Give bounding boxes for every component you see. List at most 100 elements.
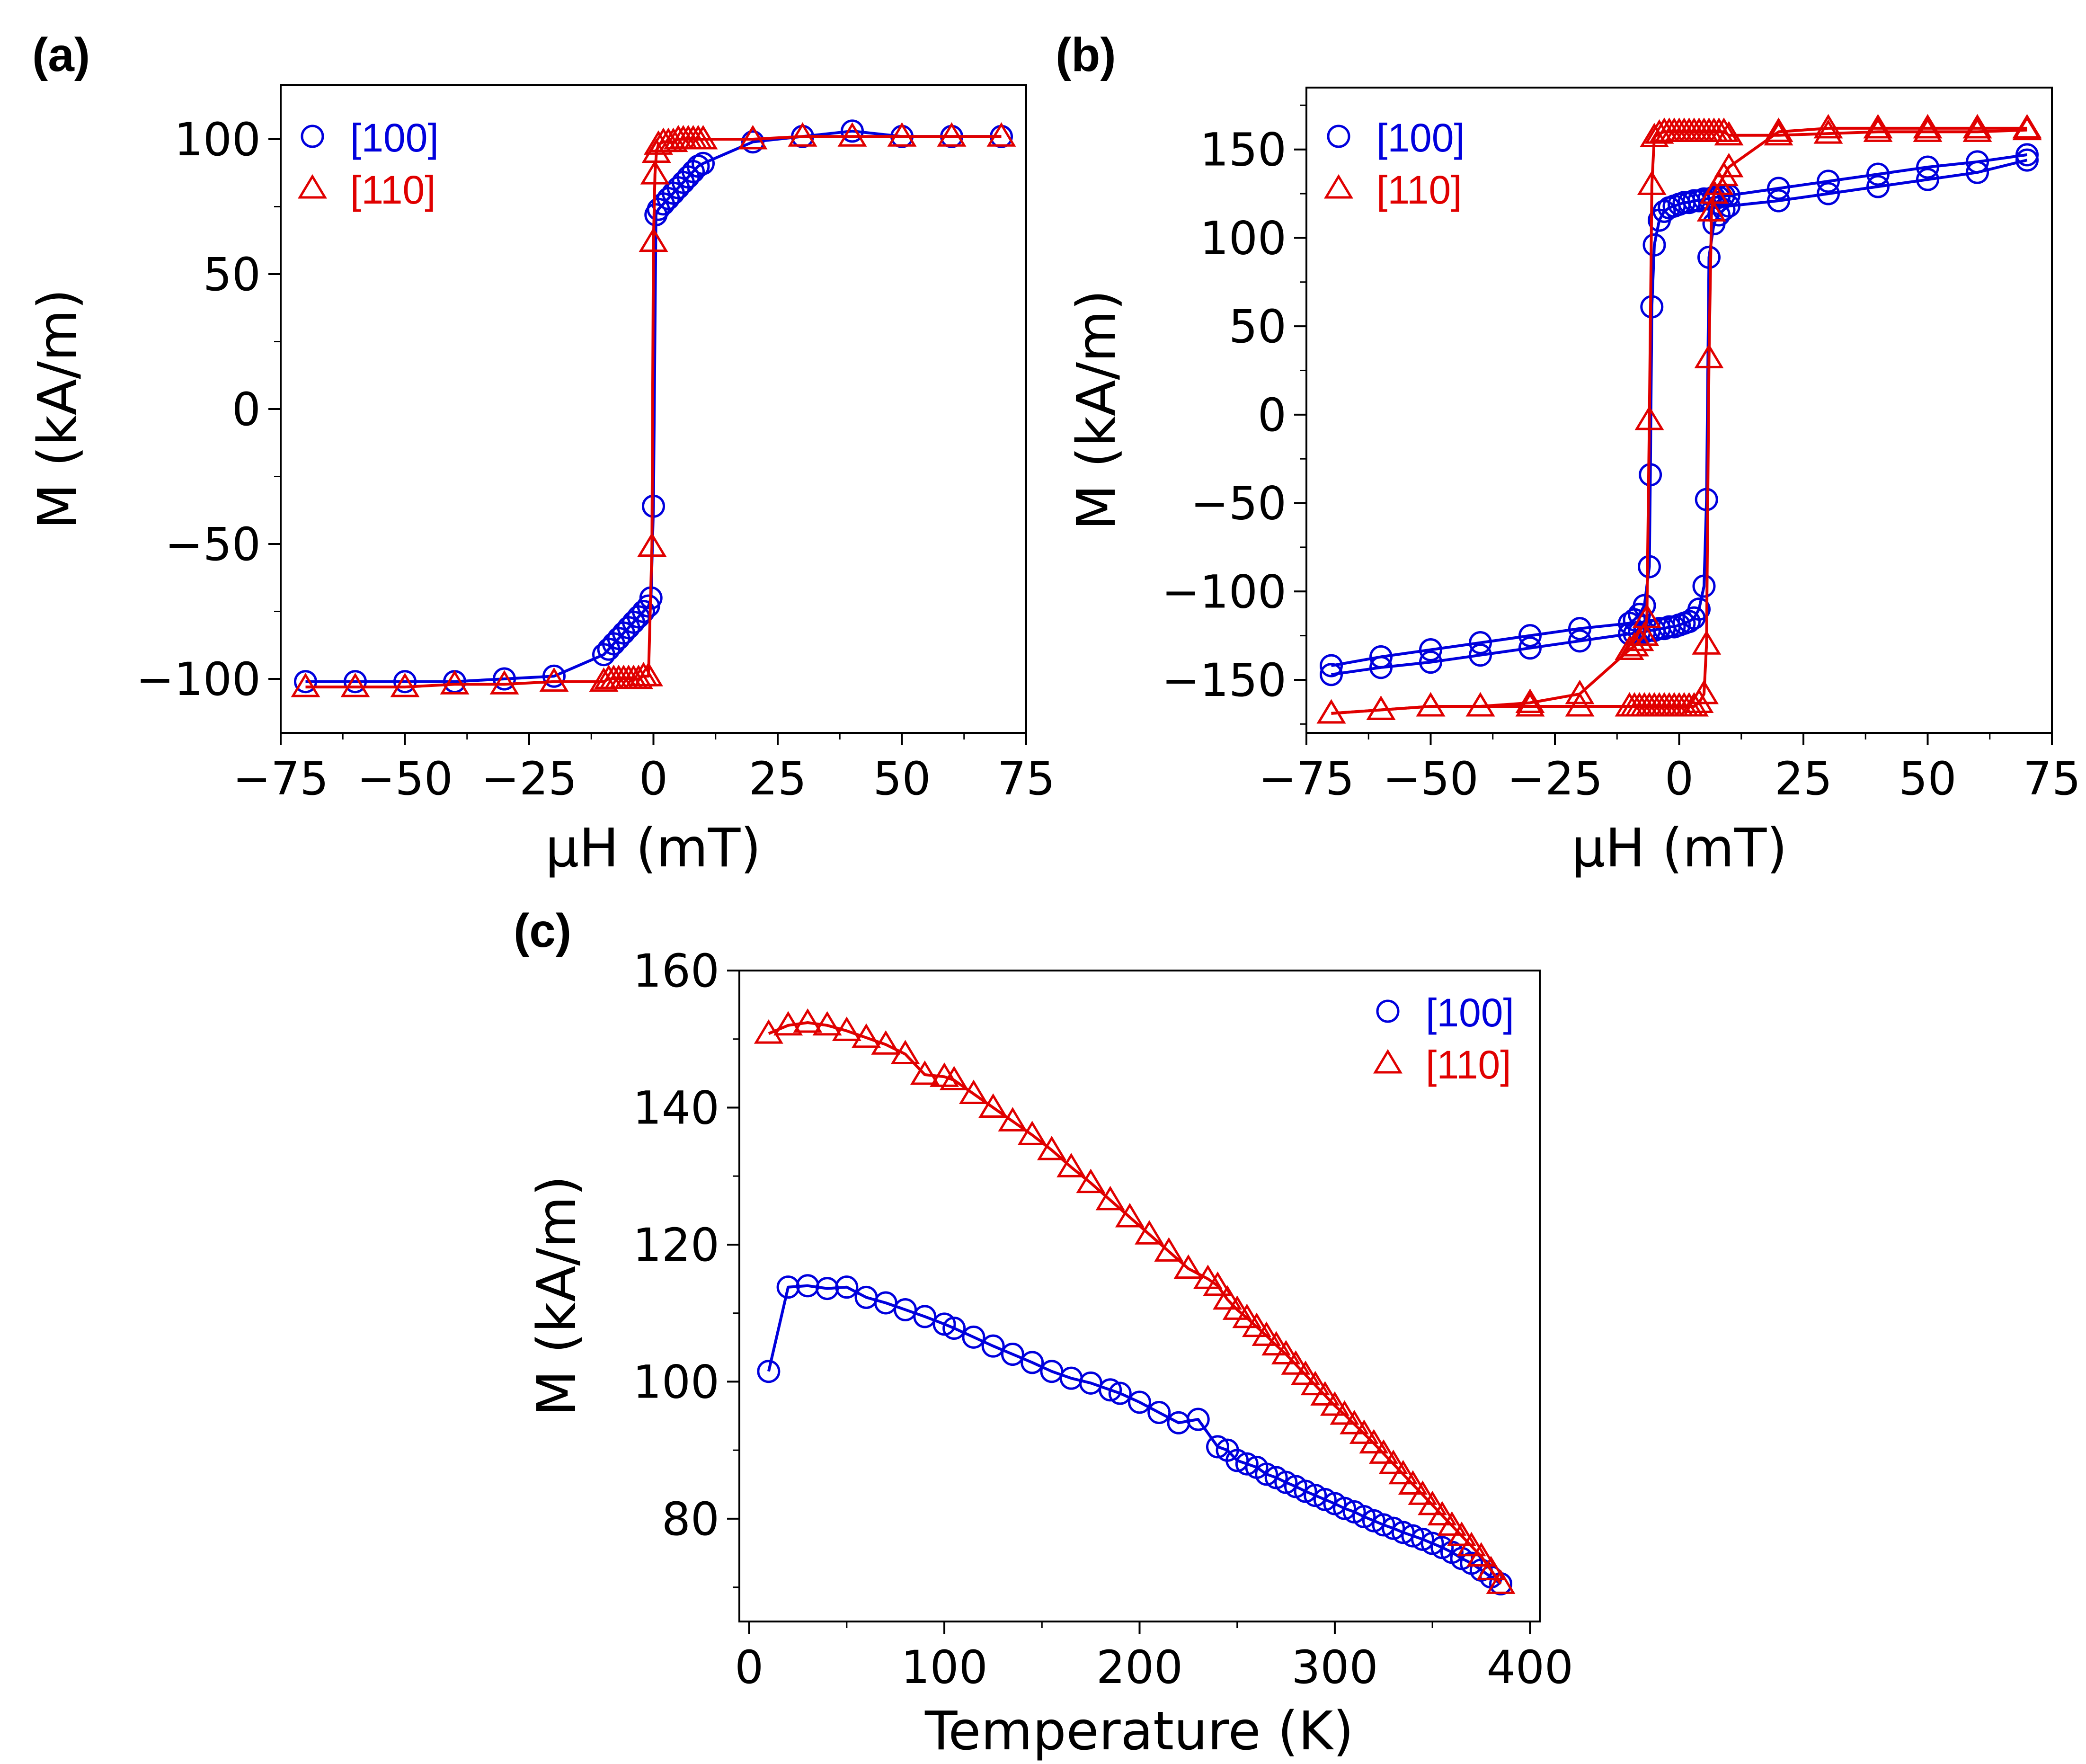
- data-point: [340, 672, 370, 697]
- data-point: [1648, 208, 1671, 232]
- data-point: [1372, 1513, 1395, 1537]
- data-point: [1340, 1409, 1369, 1434]
- y-tick-label: −150: [1162, 654, 1287, 707]
- x-tick-label: 200: [1096, 1641, 1183, 1694]
- x-axis-title: Temperature (K): [924, 1701, 1354, 1762]
- data-point: [1813, 119, 1843, 144]
- legend-marker: [1324, 174, 1353, 199]
- series-110: [291, 122, 1016, 697]
- data-point: [1767, 177, 1790, 200]
- x-tick-label: 300: [1291, 1641, 1378, 1694]
- legend-entry: [110]: [1426, 1042, 1511, 1087]
- data-point: [1037, 1136, 1066, 1160]
- y-tick-label: 160: [633, 944, 719, 998]
- data-point: [1310, 1381, 1340, 1406]
- data-point: [1304, 1484, 1327, 1507]
- data-point: [1638, 555, 1661, 579]
- data-point: [1320, 654, 1343, 677]
- data-point: [688, 125, 718, 150]
- data-point: [841, 119, 864, 143]
- data-point: [493, 667, 516, 691]
- data-point: [1206, 1435, 1229, 1459]
- series-line: [1331, 126, 2027, 715]
- data-point: [1863, 114, 1893, 139]
- data-point: [2015, 148, 2039, 172]
- data-point: [1411, 1527, 1435, 1551]
- data-point: [871, 1030, 901, 1055]
- legend-entry: [100]: [350, 116, 439, 160]
- data-point: [1300, 1371, 1330, 1396]
- data-point: [1313, 1488, 1337, 1511]
- data-point: [1817, 169, 1840, 193]
- plot-area: [291, 119, 1016, 697]
- data-point: [1866, 175, 1890, 198]
- data-point: [1620, 632, 1649, 657]
- data-point: [1349, 1419, 1379, 1444]
- data-point: [1515, 692, 1545, 717]
- data-point: [1203, 1271, 1233, 1296]
- y-tick-label: 0: [232, 383, 261, 436]
- data-point: [837, 122, 867, 147]
- y-tick-label: 140: [633, 1081, 719, 1134]
- data-point: [1427, 1501, 1457, 1526]
- data-point: [1099, 1378, 1122, 1402]
- data-point: [1271, 1340, 1301, 1365]
- x-tick-label: 75: [997, 752, 1055, 805]
- series-100: [1320, 143, 2039, 686]
- data-point: [1213, 1285, 1243, 1310]
- data-point: [1634, 405, 1664, 430]
- data-point: [1418, 1490, 1447, 1515]
- data-point: [1128, 1390, 1151, 1414]
- data-point: [1222, 1295, 1252, 1320]
- plot-area: [754, 1008, 1516, 1595]
- data-point: [1398, 1470, 1428, 1495]
- y-tick-label: 100: [633, 1355, 719, 1408]
- data-point: [1186, 1408, 1210, 1431]
- data-point: [1352, 1505, 1376, 1529]
- data-point: [1469, 643, 1492, 667]
- y-tick-label: 150: [1200, 124, 1287, 177]
- data-point: [1388, 1460, 1418, 1485]
- data-point: [692, 151, 715, 175]
- data-point: [1679, 692, 1709, 717]
- data-point: [1021, 1351, 1044, 1374]
- data-point: [1615, 635, 1644, 660]
- data-point: [1366, 695, 1396, 720]
- data-point: [998, 1107, 1028, 1131]
- data-point: [1261, 1331, 1291, 1356]
- data-point: [1518, 624, 1542, 648]
- plot-area: [1316, 114, 2042, 724]
- x-tick-label: 0: [1665, 752, 1694, 805]
- data-point: [852, 1023, 881, 1048]
- data-point: [1294, 1479, 1317, 1503]
- y-tick-label: 80: [662, 1493, 719, 1546]
- data-point: [1764, 121, 1793, 146]
- data-point: [1568, 629, 1591, 653]
- x-tick-label: 0: [639, 752, 668, 805]
- data-point: [1135, 1220, 1164, 1245]
- data-point: [1378, 1449, 1408, 1474]
- data-point: [978, 1093, 1008, 1118]
- data-point: [639, 227, 668, 252]
- data-point: [1419, 650, 1442, 674]
- y-axis-title: M (kA/m): [1066, 290, 1127, 530]
- data-point: [1866, 162, 1890, 186]
- data-point: [913, 1305, 937, 1328]
- series-line: [1331, 159, 2028, 676]
- data-point: [1717, 194, 1740, 218]
- data-point: [542, 664, 566, 688]
- data-point: [1255, 1462, 1278, 1486]
- data-point: [1714, 152, 1744, 178]
- data-point: [1697, 245, 1721, 269]
- legend-entry: [110]: [1376, 168, 1462, 212]
- x-tick-label: −25: [481, 752, 577, 805]
- data-point: [1465, 692, 1495, 717]
- y-tick-label: 50: [1229, 300, 1287, 353]
- data-point: [1696, 197, 1726, 222]
- x-tick-label: 25: [1775, 752, 1832, 805]
- data-point: [738, 125, 768, 150]
- data-point: [1687, 597, 1711, 621]
- data-point: [1420, 1532, 1444, 1555]
- y-tick-label: −50: [1190, 477, 1287, 530]
- y-axis-title: M (kA/m): [526, 1176, 588, 1416]
